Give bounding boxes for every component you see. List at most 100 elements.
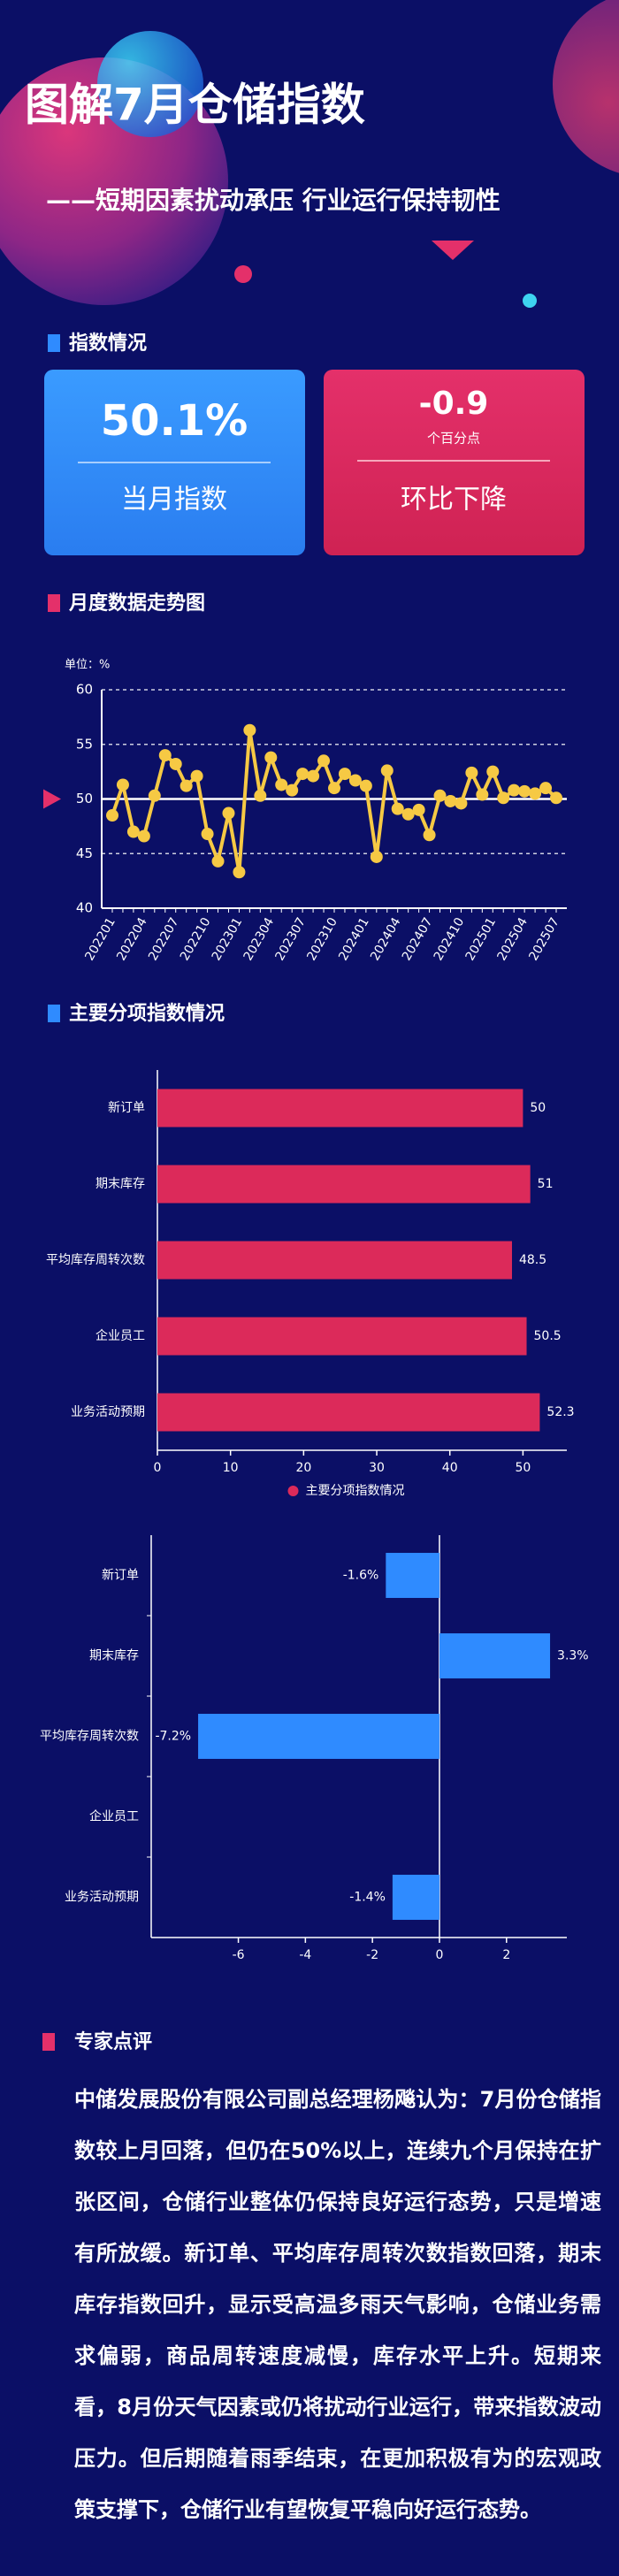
value-label: -1.4% [349,1891,386,1905]
y-tick-label: 50 [76,791,93,806]
y-tick-label: 平均库存周转次数 [40,1730,139,1744]
decor-triangle [432,241,474,260]
x-tick-label: -2 [366,1948,378,1962]
data-point [126,825,140,838]
data-point [190,769,203,783]
x-tick-label: 202504 [494,915,531,963]
y-tick-label: 新订单 [108,1101,145,1115]
data-point [307,769,320,783]
section-marker [42,2033,55,2051]
bar [392,1875,439,1920]
value-label: -7.2% [155,1730,191,1744]
value-label: 48.5 [519,1253,546,1267]
y-tick-label: 期末库存 [89,1649,139,1663]
data-point [518,784,531,798]
y-tick-label: 业务活动预期 [71,1405,145,1419]
kpi-value: -0.9 [419,386,489,422]
data-point [243,723,256,737]
y-tick-label: 期末库存 [96,1177,145,1191]
data-point [550,791,562,805]
data-point [116,778,129,791]
data-point [328,782,340,795]
value-label: 51 [538,1177,554,1191]
unit-label: 单位：% [65,659,110,672]
x-tick-label: 2 [502,1948,510,1962]
data-point [348,774,362,787]
data-point [455,797,468,810]
x-tick-label: 202404 [368,915,404,963]
data-point [338,768,351,781]
data-point [286,784,299,797]
section-title: 月度数据走势图 [68,592,205,615]
data-point [380,764,394,777]
value-label: 3.3% [557,1649,589,1663]
y-tick-label: 平均库存周转次数 [46,1253,145,1267]
data-point [106,809,118,822]
y-tick-label: 新订单 [102,1569,139,1583]
x-tick-label: 30 [369,1461,385,1475]
kpi-label: 当月指数 [121,485,227,516]
decor-dot [523,294,537,308]
value-label: 50 [530,1101,546,1115]
bar [157,1317,527,1356]
kpi-label: 环比下降 [401,485,507,516]
y-tick-label: 60 [76,682,93,698]
data-point [169,757,182,770]
x-tick-label: 50 [515,1461,531,1475]
x-tick-label: 0 [154,1461,162,1475]
data-point [433,789,447,802]
bar [198,1714,439,1759]
x-tick-label: 202310 [304,915,340,963]
x-tick-label: 202507 [526,915,562,963]
data-point [158,749,172,762]
data-point [391,802,404,815]
data-point [222,806,235,820]
value-label: -1.6% [343,1569,379,1583]
data-point [359,779,372,792]
data-point [201,828,214,841]
decor-circle [553,0,619,173]
expert-comment: 中储发展股份有限公司副总经理杨飚认为：7月份仓储指数较上月回落，但仍在50%以上… [74,2087,601,2522]
x-tick-label: 202204 [114,915,150,963]
x-tick-label: 202201 [82,915,118,963]
x-tick-label: 202501 [463,915,500,963]
section-marker [48,594,60,612]
data-point [233,866,246,879]
y-tick-label: 企业员工 [96,1328,145,1343]
section-title: 主要分项指数情况 [69,1002,225,1025]
data-point [497,791,510,805]
decor-circle [97,31,203,137]
x-tick-label: 202407 [400,915,436,963]
y-tick-label: 业务活动预期 [65,1891,139,1905]
data-point [296,768,310,781]
x-tick-label: 202210 [178,915,214,963]
bar [157,1241,512,1280]
section-title: 指数情况 [69,332,147,355]
data-point [529,787,542,800]
x-tick-label: -6 [233,1948,245,1962]
data-point [264,751,278,764]
section-marker [48,1005,60,1022]
bar [439,1633,551,1678]
y-tick-label: 40 [76,900,93,916]
value-label: 52.3 [546,1405,574,1419]
kpi-unit: 个百分点 [427,431,480,447]
x-tick-label: 202304 [241,915,278,963]
data-point [476,788,489,801]
data-point [486,765,500,778]
bar [157,1393,540,1432]
y-tick-label: 45 [76,845,93,861]
x-tick-label: 202410 [432,915,468,963]
data-point [539,782,553,795]
x-tick-label: 10 [223,1461,239,1475]
y-tick-label: 55 [76,736,93,752]
data-point [423,829,436,842]
x-tick-label: 202401 [336,915,372,963]
x-tick-label: -4 [299,1948,311,1962]
kpi-card [324,370,585,555]
data-point [211,854,225,868]
data-point [137,829,150,843]
decor-dot [234,265,252,283]
